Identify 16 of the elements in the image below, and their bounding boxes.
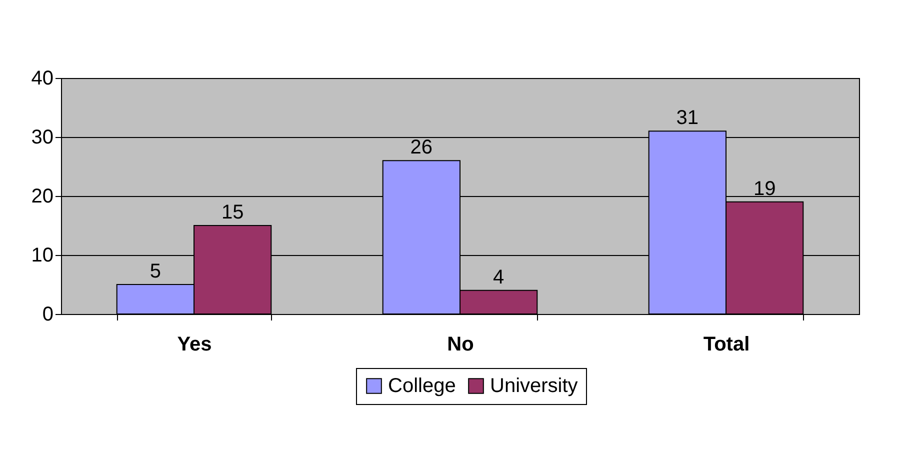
y-tick-label: 30 <box>31 126 54 148</box>
data-label: 5 <box>150 260 161 282</box>
data-label: 19 <box>753 178 776 200</box>
legend-label: College <box>388 375 456 397</box>
x-tick-label: No <box>447 334 474 356</box>
y-tick-label: 40 <box>31 68 54 90</box>
y-tick-label: 20 <box>31 186 54 208</box>
legend-label: University <box>490 375 578 397</box>
x-tick-label: Yes <box>177 334 212 356</box>
data-label: 15 <box>221 202 244 224</box>
y-tick-label: 10 <box>31 244 54 266</box>
y-tick-label: 0 <box>42 304 54 326</box>
x-tick-label: Total <box>703 334 750 356</box>
data-label: 31 <box>676 107 699 130</box>
data-label: 26 <box>410 136 433 159</box>
data-label: 4 <box>493 266 504 288</box>
